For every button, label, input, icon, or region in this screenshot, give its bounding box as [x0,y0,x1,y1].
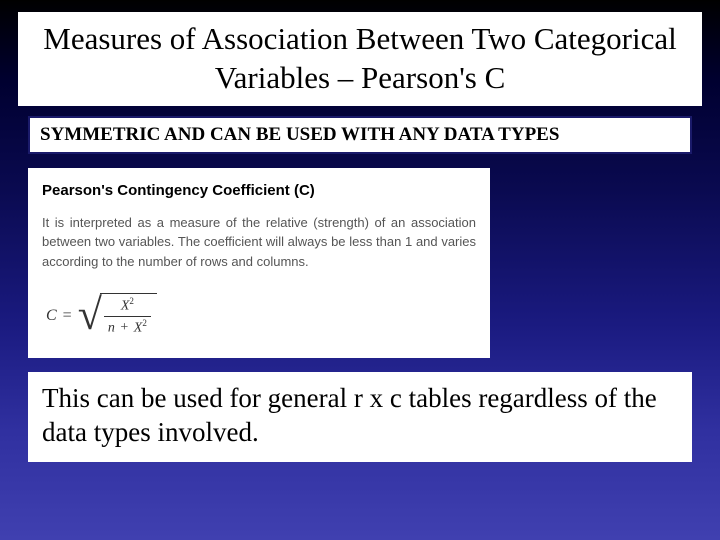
sqrt-symbol: √ [78,295,102,340]
formula-eq: = [63,307,72,325]
card-body: It is interpreted as a measure of the re… [42,213,476,272]
fraction: X2 n + X2 [104,296,151,336]
footer-note: This can be used for general r x c table… [28,372,692,462]
fraction-denominator: n + X2 [104,316,151,337]
num-exp: 2 [129,296,134,306]
den-exp: 2 [142,318,147,328]
formula-sqrt: √ X2 n + X2 [78,293,157,338]
callout-text: SYMMETRIC AND CAN BE USED WITH ANY DATA … [40,124,680,146]
fraction-numerator: X2 [115,296,140,316]
formula-lhs: C [46,307,57,325]
card-heading: Pearson's Contingency Coefficient (C) [42,182,476,199]
formula: C = √ X2 n + X2 [42,293,476,338]
den-op: + [118,320,130,335]
sqrt-radicand: X2 n + X2 [100,293,157,338]
slide-title: Measures of Association Between Two Cate… [30,20,690,98]
footer-text: This can be used for general r x c table… [42,382,678,450]
callout-box: SYMMETRIC AND CAN BE USED WITH ANY DATA … [28,116,692,154]
title-block: Measures of Association Between Two Cate… [18,12,702,106]
den-left: n [108,320,115,335]
content-card: Pearson's Contingency Coefficient (C) It… [28,168,490,359]
